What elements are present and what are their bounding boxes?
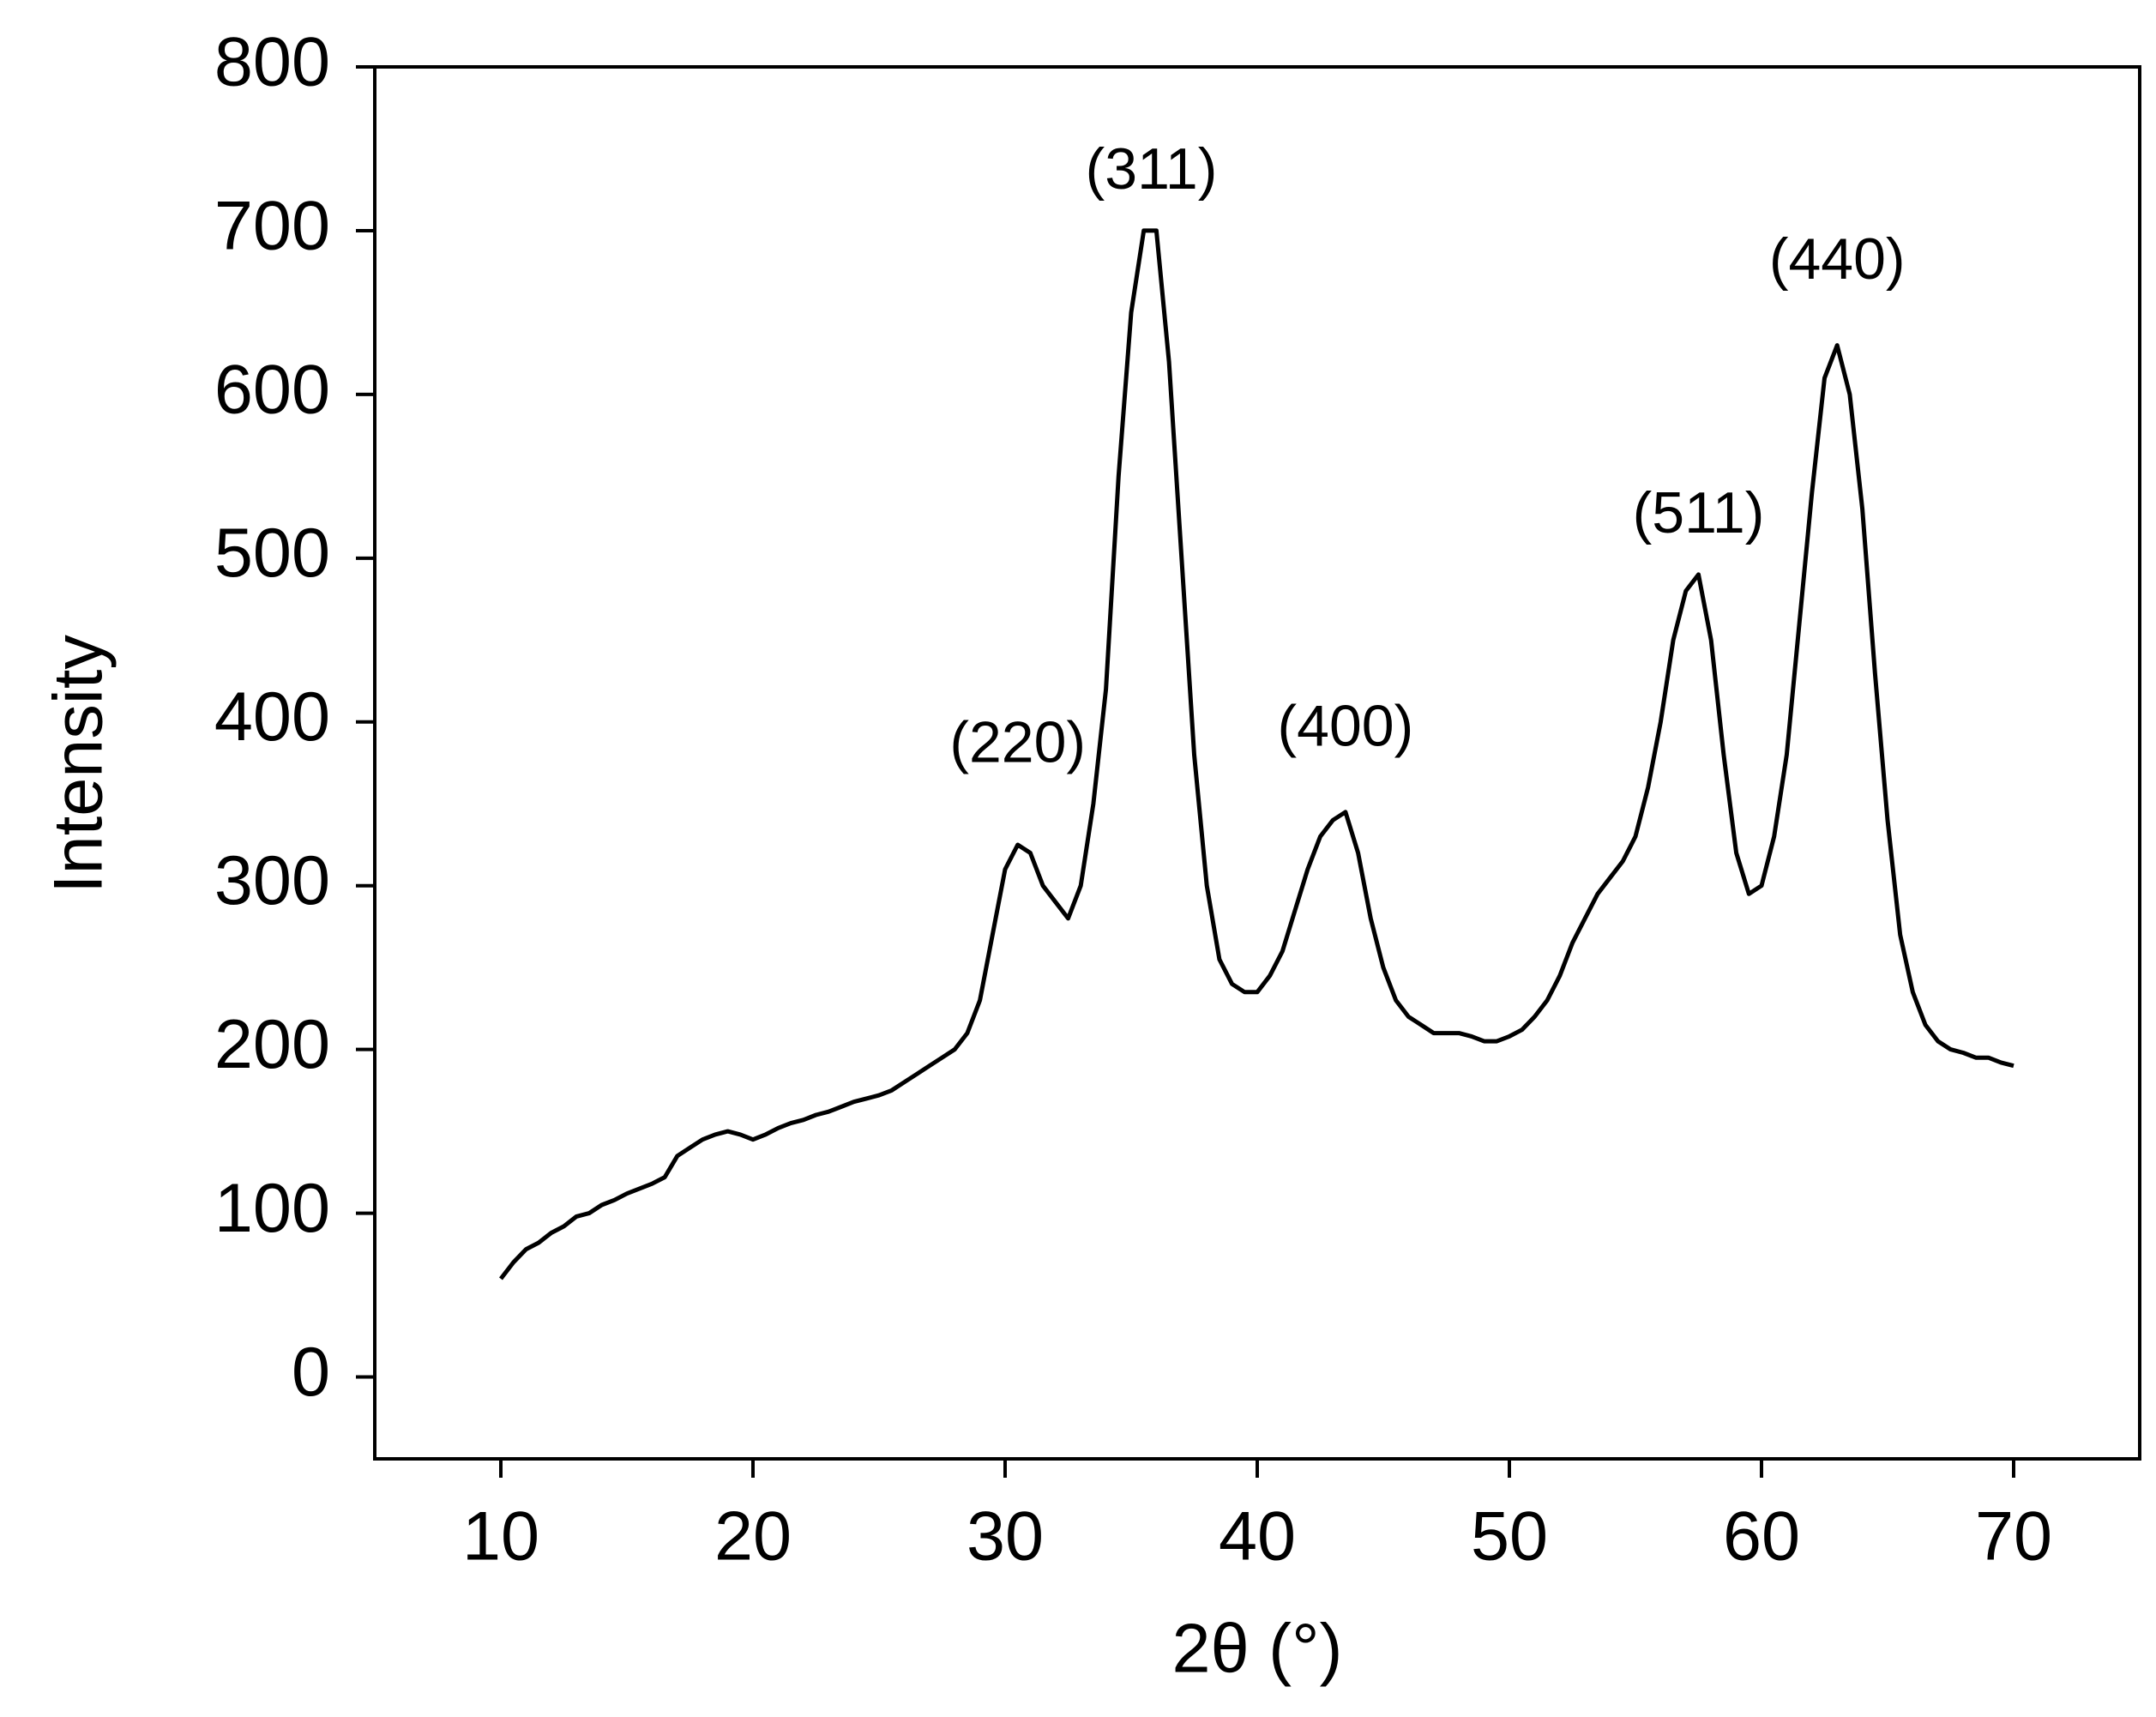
peak-label: (311) bbox=[1086, 136, 1218, 202]
y-tick-label: 300 bbox=[214, 842, 330, 919]
x-tick-label: 20 bbox=[714, 1497, 792, 1575]
data-line bbox=[499, 228, 2014, 1280]
y-tick-label: 400 bbox=[214, 678, 330, 756]
peak-label: (511) bbox=[1633, 480, 1765, 545]
y-tick-label: 500 bbox=[214, 515, 330, 592]
peak-label: (220) bbox=[949, 709, 1086, 774]
y-tick-label: 600 bbox=[214, 351, 330, 428]
x-tick-label: 30 bbox=[967, 1497, 1044, 1575]
x-tick-label: 70 bbox=[1975, 1497, 2052, 1575]
y-tick-label: 100 bbox=[214, 1170, 330, 1247]
y-tick-label: 200 bbox=[214, 1006, 330, 1083]
peak-label: (440) bbox=[1769, 226, 1906, 292]
x-tick-label: 40 bbox=[1219, 1497, 1296, 1575]
y-tick-label: 0 bbox=[292, 1334, 330, 1411]
peak-label: (400) bbox=[1278, 693, 1414, 758]
y-axis-title: Intensity bbox=[39, 635, 117, 894]
x-tick-label: 10 bbox=[462, 1497, 539, 1575]
y-tick-label: 700 bbox=[214, 187, 330, 264]
x-tick-label: 50 bbox=[1471, 1497, 1548, 1575]
x-axis-title: 2θ (°) bbox=[1172, 1610, 1343, 1687]
y-tick-label: 800 bbox=[214, 23, 330, 100]
x-tick-label: 60 bbox=[1723, 1497, 1800, 1575]
